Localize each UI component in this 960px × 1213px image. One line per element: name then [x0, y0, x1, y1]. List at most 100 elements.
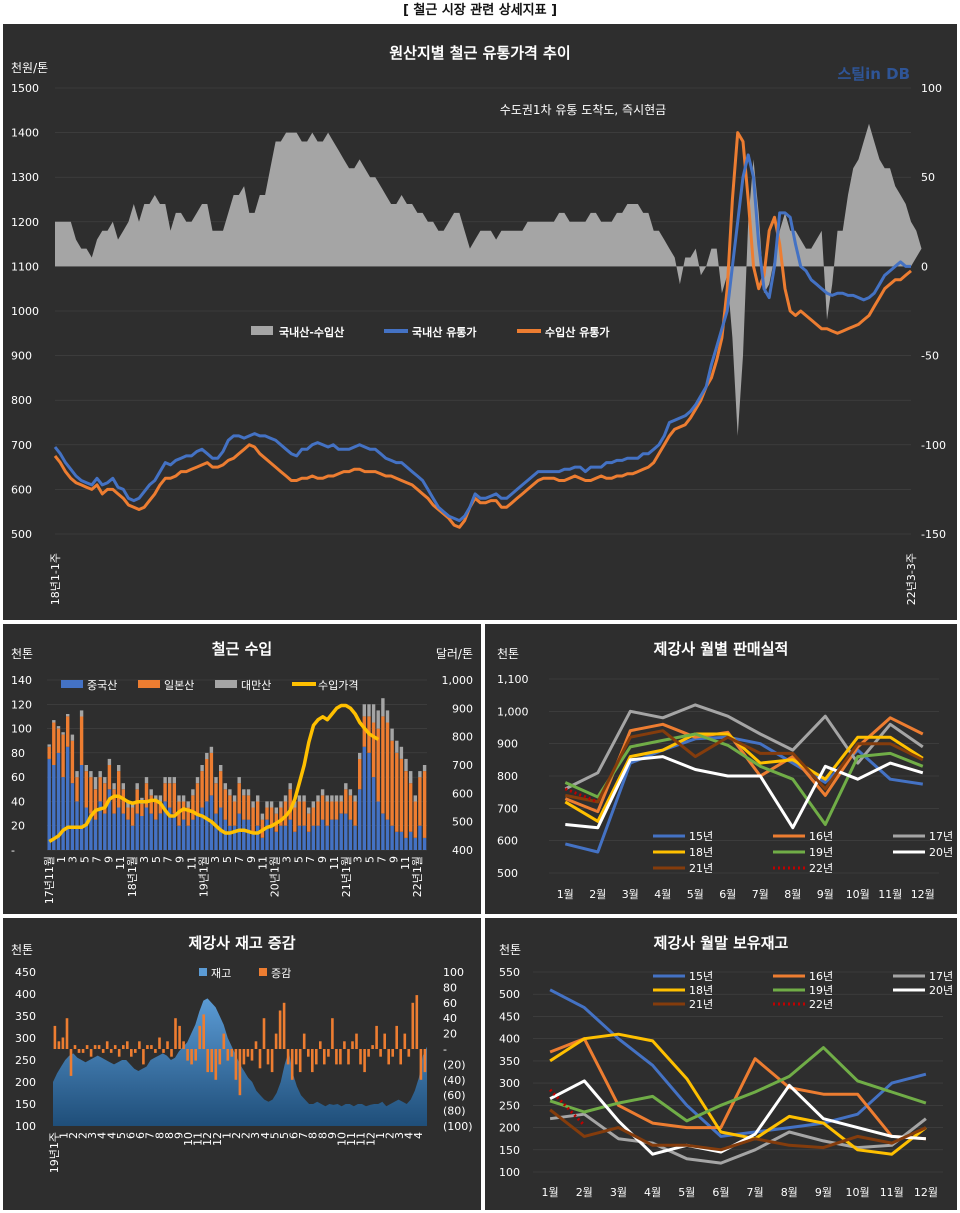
inventory-change-bar [105, 1041, 109, 1049]
import-y-tick: 100 [11, 723, 32, 736]
sales-x-ticks: 1월 2월 3월 4월 5월 6월 7월 8월 9월 10월 11월 12월 [557, 888, 935, 901]
import-bar [107, 765, 112, 790]
import-x-tick: 7 [233, 856, 246, 863]
inventory-y-tick: 300 [15, 1032, 36, 1045]
inventory-x-tick: 5 [278, 1132, 291, 1139]
import-bar [200, 807, 204, 850]
import-x-tick: 3 [280, 856, 293, 863]
import-bar [112, 783, 116, 790]
import-x-tick: 3 [209, 856, 222, 863]
month-end-inventory-chart: 제강사 월말 보유재고 천톤 550 500 450 400 350 300 250 200 1… [485, 918, 957, 1210]
inventory-change-y-label: 천톤 [11, 942, 33, 957]
import-bar [126, 819, 130, 850]
inventory-change-bar [403, 1033, 407, 1049]
import-x-tick: 9 [245, 856, 258, 863]
import-bar [246, 819, 251, 850]
inventory-x-tick: 7 [144, 1132, 157, 1139]
inventory-change-bar [383, 1033, 386, 1049]
inventory-y-tick: 150 [15, 1098, 36, 1111]
sales-x-tick: 3월 [622, 888, 639, 901]
import-bar [371, 777, 376, 850]
import-bar [265, 819, 269, 850]
import-bar [52, 720, 56, 723]
inventory-change-bar [254, 1041, 258, 1049]
inventory-change-bar [109, 1049, 113, 1053]
import-bar [205, 758, 209, 802]
domestic-price-line [53, 153, 911, 523]
inventory-x-tick: 4 [105, 1132, 118, 1139]
import-legend-label: 대만산 [241, 679, 271, 692]
import-bar [358, 752, 362, 759]
month-end-x-tick: 7월 [747, 1186, 764, 1199]
month-end-x-ticks: 1월 2월 3월 4월 5월 6월 7월 8월 9월 10월 11월 12월 [542, 1186, 938, 1199]
main-x-ticks: 18년1-1주 22년3-3주 [49, 553, 918, 605]
import-x-tick: 7 [304, 856, 317, 863]
inventory-y2-tick: (20) [443, 1058, 466, 1071]
month-end-x-tick: 12월 [914, 1186, 938, 1199]
import-bar [311, 801, 315, 808]
import-bar [172, 783, 176, 814]
inventory-change-bar [371, 1045, 374, 1049]
month-end-x-tick: 1월 [542, 1186, 559, 1199]
month-end-line [549, 1032, 927, 1156]
import-bar [316, 801, 320, 826]
import-y-ticks: 140 120 100 80 60 40 20 - [11, 674, 32, 857]
inventory-change-bar [266, 1049, 270, 1065]
sales-x-tick: 8월 [784, 888, 801, 901]
sales-lines [564, 703, 924, 854]
import-bar [242, 819, 246, 850]
month-end-legend-label: 17년 [929, 970, 953, 983]
month-end-line [549, 1046, 927, 1123]
import-bar [422, 765, 427, 772]
import-bar [154, 801, 158, 820]
sales-y-axis-label: 천톤 [497, 646, 519, 661]
inventory-change-bar [122, 1045, 125, 1049]
import-bar [117, 765, 121, 772]
import-bar [223, 819, 227, 850]
import-y2-tick: 500 [452, 816, 473, 829]
month-end-y-tick: 400 [499, 1033, 520, 1046]
inventory-x-tick: 8 [316, 1132, 329, 1139]
import-bar [237, 777, 241, 784]
import-bar [362, 704, 366, 717]
inventory-change-bar [186, 1049, 189, 1061]
import-bar [381, 813, 385, 850]
import-bar [98, 771, 102, 778]
import-bar [320, 819, 325, 850]
main-y-tick: 700 [11, 439, 32, 452]
inventory-x-tick: 19년1주 [48, 1132, 61, 1173]
legend-label: 국내산-수입산 [279, 325, 344, 339]
import-bar [52, 722, 56, 765]
inventory-x-tick: 5 [115, 1132, 128, 1139]
main-y-tick: 900 [11, 350, 32, 363]
import-bar [93, 789, 98, 820]
import-bar [293, 807, 297, 832]
import-bar [251, 831, 255, 850]
import-bar [385, 722, 390, 820]
inventory-x-tick: 10 [182, 1132, 195, 1146]
import-bar [353, 795, 357, 802]
main-y-tick: 600 [11, 483, 32, 496]
inventory-change-bar [242, 1049, 246, 1065]
inventory-change-bar [343, 1041, 346, 1049]
import-bar [316, 795, 320, 802]
inventory-change-bar [85, 1045, 89, 1049]
main-y-tick: 1200 [11, 216, 39, 229]
month-end-x-tick: 10월 [846, 1186, 870, 1199]
import-bar [334, 795, 339, 802]
sales-legend-label: 17년 [929, 830, 953, 843]
import-bar [371, 722, 376, 778]
import-bar [358, 789, 362, 850]
import-x-tick: 9 [387, 856, 400, 863]
import-y-tick: 80 [11, 747, 25, 760]
import-bar [334, 801, 339, 820]
inventory-x-tick: 1 [220, 1132, 233, 1139]
inventory-change-bar [250, 1049, 254, 1061]
import-bar [66, 746, 70, 850]
import-bar [353, 801, 357, 826]
import-bar [422, 771, 427, 838]
sales-line [565, 729, 924, 804]
inventory-y2-tick: 20 [443, 1028, 457, 1041]
import-bar [149, 789, 153, 796]
import-bar [302, 801, 306, 826]
